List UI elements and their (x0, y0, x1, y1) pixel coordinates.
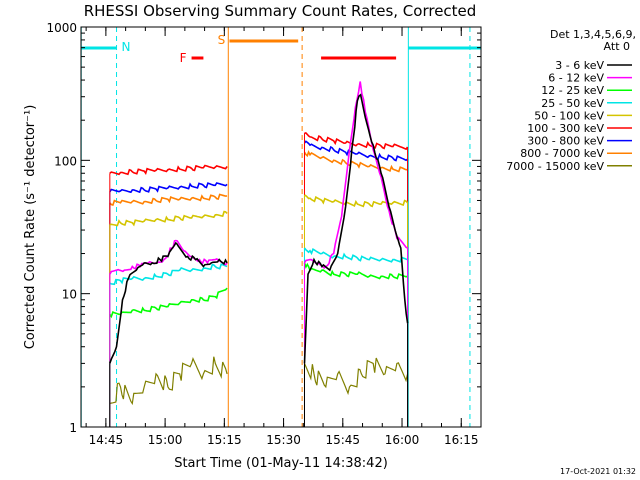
series-line-seg2 (303, 357, 409, 396)
series-line-seg1 (109, 193, 228, 206)
series-line-seg2 (303, 262, 408, 280)
attenuator-markers: N S F (80, 27, 481, 427)
x-tick-label: 15:45 (325, 433, 360, 447)
y-tick-label: 10 (62, 288, 77, 302)
series-line-seg1 (109, 287, 228, 319)
legend-label: 100 - 300 keV (527, 122, 604, 135)
x-tick-label: 14:45 (89, 433, 124, 447)
y-tick-label: 100 (54, 154, 77, 168)
x-axis: 14:45 15:00 15:15 15:30 15:45 16:00 16:15 (85, 27, 479, 447)
legend-label: 7000 - 15000 keV (506, 160, 604, 173)
legend-label: 12 - 25 keV (541, 84, 604, 97)
legend-title-line-1: Det 1,3,4,5,6,9, (550, 28, 636, 41)
legend-label: 50 - 100 keV (534, 109, 604, 122)
x-tick-label: 16:00 (385, 433, 420, 447)
series-line-seg1 (109, 164, 228, 176)
series-line-seg2 (303, 149, 408, 173)
series-line-seg2 (303, 93, 409, 364)
legend-label: 300 - 800 keV (527, 135, 604, 148)
series-line-seg1 (109, 182, 228, 194)
series-group (109, 81, 409, 427)
series-line-seg2 (304, 132, 409, 151)
chart-title: RHESSI Observing Summary Count Rates, Co… (84, 2, 477, 20)
x-tick-label: 15:30 (266, 433, 301, 447)
series-line-seg1 (109, 356, 228, 406)
y-axis-label: Corrected Count Rate (s⁻¹ detector⁻¹) (23, 105, 38, 350)
legend-label: 6 - 12 keV (548, 72, 604, 85)
x-tick-label: 15:00 (148, 433, 183, 447)
legend-label: 800 - 7000 keV (520, 147, 604, 160)
series-line-seg2 (303, 247, 408, 263)
plot-frame (80, 26, 482, 428)
series-line-seg1 (109, 263, 228, 286)
series-line-seg2 (304, 194, 409, 208)
x-axis-label: Start Time (01-May-11 14:38:42) (174, 456, 388, 471)
y-axis: 1 10 100 1000 (46, 21, 481, 435)
y-tick-label: 1 (69, 421, 77, 435)
series-line-seg2 (303, 140, 409, 162)
night-label: N (122, 40, 131, 54)
generation-timestamp: 17-Oct-2021 01:32 (560, 467, 636, 476)
legend-label: 3 - 6 keV (555, 59, 604, 72)
flare-label: F (180, 51, 187, 65)
legend-label: 25 - 50 keV (541, 97, 604, 110)
x-tick-label: 16:15 (444, 433, 479, 447)
y-tick-label: 1000 (46, 21, 77, 35)
saa-label: S (218, 33, 226, 47)
series-line-seg1 (109, 210, 228, 227)
legend-title-line-2: Att 0 (604, 40, 630, 53)
series-line-seg1 (109, 241, 228, 364)
x-tick-label: 15:15 (207, 433, 242, 447)
